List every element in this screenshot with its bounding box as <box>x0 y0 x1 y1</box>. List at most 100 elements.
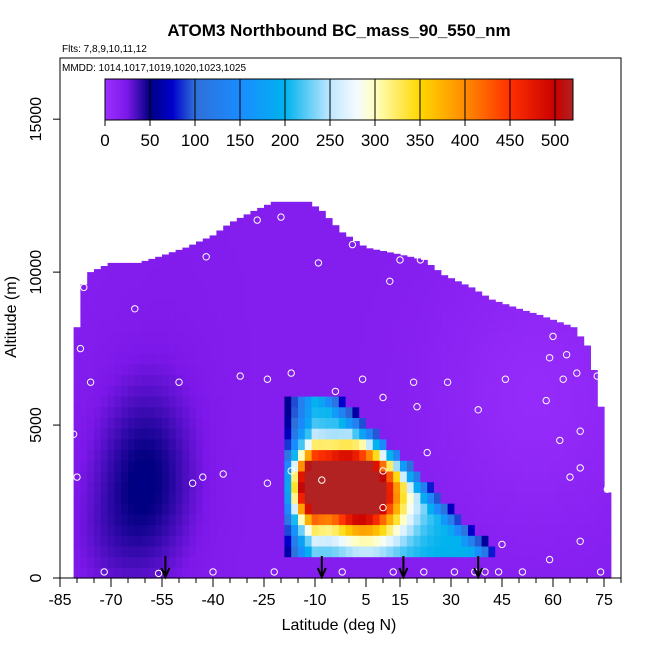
field-cell <box>107 262 115 269</box>
field-cell <box>440 363 449 376</box>
colorbar: 0 50 100 150 200 250 300 350 400 450 500 <box>100 78 574 150</box>
field-cell <box>508 385 517 397</box>
field-cell <box>406 278 415 290</box>
field-cell <box>474 353 483 365</box>
field-cell <box>230 374 238 386</box>
field-cell <box>134 267 143 279</box>
field-cell <box>372 299 381 311</box>
field-cell <box>73 327 81 333</box>
sample-point <box>318 476 326 484</box>
field-cell <box>148 438 156 451</box>
field-cell <box>400 428 408 440</box>
field-cell <box>257 481 265 493</box>
field-cell <box>87 342 95 354</box>
field-cell <box>468 503 476 515</box>
field-cell <box>298 417 306 429</box>
field-cell <box>284 299 292 311</box>
field-cell <box>250 210 258 215</box>
field-cell <box>325 385 333 397</box>
field-cell <box>454 310 462 322</box>
field-cell <box>257 428 265 440</box>
field-cell <box>114 481 122 493</box>
x-axis-label: Latitude (deg N) <box>282 617 397 634</box>
field-cell <box>549 363 557 376</box>
field-cell <box>277 492 285 504</box>
field-cell <box>570 513 578 526</box>
sample-point <box>314 259 323 267</box>
field-cell <box>332 288 340 301</box>
field-cell <box>536 449 544 461</box>
field-cell <box>393 513 401 526</box>
field-cell <box>189 299 197 311</box>
field-cell <box>264 513 272 526</box>
field-cell <box>264 535 272 547</box>
field-cell <box>515 406 523 418</box>
field-cell <box>345 545 353 558</box>
field-cell <box>366 460 374 472</box>
field-cell <box>121 374 129 386</box>
field-cell <box>209 545 217 558</box>
field-cell <box>202 278 211 290</box>
field-cell <box>223 481 231 493</box>
field-cell <box>529 535 537 547</box>
field-cell <box>495 513 503 526</box>
field-cell <box>298 363 306 376</box>
field-cell <box>175 321 183 333</box>
field-cell <box>508 567 517 579</box>
field-cell <box>94 492 102 504</box>
field-cell <box>338 449 347 461</box>
x-tick-label: 75 <box>595 592 613 609</box>
field-cell <box>298 513 306 526</box>
field-cell <box>107 310 115 322</box>
field-cell <box>325 235 333 247</box>
field-cell <box>400 524 408 536</box>
field-cell <box>94 288 102 301</box>
field-cell <box>257 374 265 386</box>
field-cell <box>148 513 156 526</box>
field-cell <box>73 374 81 386</box>
field-cell <box>298 201 306 204</box>
field-cell <box>311 267 319 279</box>
field-cell <box>250 524 258 536</box>
field-cell <box>488 428 496 440</box>
field-cell <box>162 396 170 408</box>
field-cell <box>298 214 306 226</box>
field-cell <box>454 331 462 344</box>
field-cell <box>318 428 326 440</box>
field-cell <box>236 224 245 236</box>
field-cell <box>332 396 340 408</box>
field-cell <box>175 249 183 258</box>
field-cell <box>434 503 442 515</box>
field-cell <box>107 524 115 536</box>
field-cell <box>420 503 428 515</box>
field-cell <box>216 396 224 408</box>
field-cell <box>440 288 449 301</box>
field-cell <box>189 363 197 376</box>
field-cell <box>270 321 279 333</box>
field-cell <box>379 460 387 472</box>
field-cell <box>230 299 238 311</box>
field-cell <box>270 428 279 440</box>
field-cell <box>230 470 238 483</box>
field-cell <box>352 492 360 504</box>
field-cell <box>495 545 503 558</box>
field-cell <box>549 406 557 418</box>
field-cell <box>352 556 360 568</box>
field-cell <box>196 481 204 493</box>
field-cell <box>338 556 347 568</box>
field-cell <box>570 406 578 418</box>
field-cell <box>270 438 279 451</box>
field-cell <box>366 513 374 526</box>
field-cell <box>141 406 149 418</box>
field-cell <box>549 470 557 483</box>
field-cell <box>372 428 381 440</box>
field-cell <box>461 284 469 290</box>
field-cell <box>168 363 177 376</box>
field-cell <box>318 288 326 301</box>
field-cell <box>114 321 122 333</box>
field-cell <box>461 492 469 504</box>
field-cell <box>345 524 353 536</box>
field-cell <box>352 503 360 515</box>
field-cell <box>87 503 95 515</box>
field-cell <box>284 203 292 215</box>
